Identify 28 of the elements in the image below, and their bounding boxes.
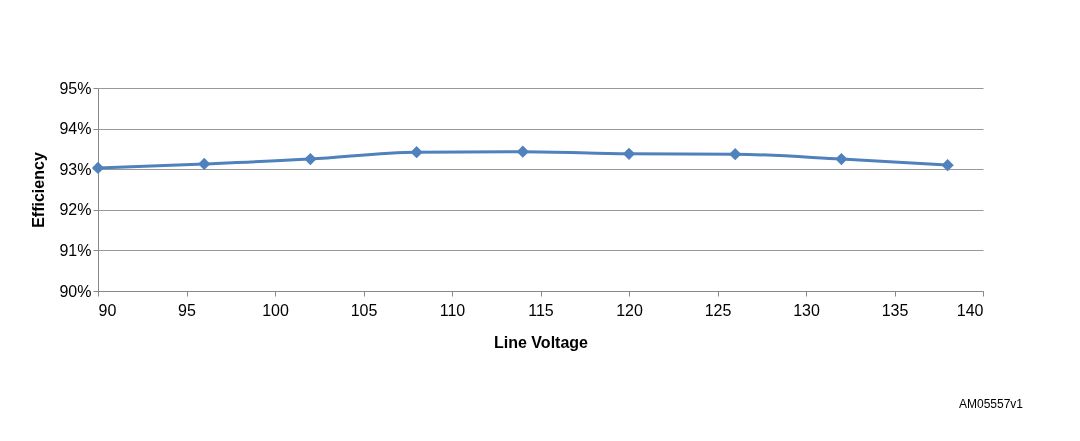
y-tick-label: 91% [59, 241, 92, 259]
x-tick-label: 95 [178, 301, 196, 319]
text: AM05557v1 [958, 397, 1024, 411]
point [91, 161, 105, 175]
x-tick-label: 135 [881, 301, 909, 319]
x-tick-label: 115 [528, 301, 554, 319]
point [941, 159, 954, 172]
y-tick-label: 94% [59, 120, 92, 138]
x-tick-label: 120 [616, 301, 643, 319]
y-tick-label: 92% [59, 201, 92, 219]
x-tick-label: 125 [704, 301, 732, 319]
point [622, 147, 636, 160]
x-tick-label: 140 [956, 301, 984, 319]
point [198, 157, 211, 171]
x-tick-label: 105 [350, 301, 378, 319]
point [516, 145, 529, 158]
y-tick-label: 95% [59, 79, 92, 97]
x-axis-title: Line Voltage [494, 333, 589, 351]
point [410, 146, 423, 159]
x-tick-label: 130 [793, 301, 820, 319]
point [304, 152, 317, 166]
x-tick-label: 110 [439, 301, 466, 319]
y-axis-title: Efficiency [30, 152, 48, 228]
point [835, 152, 848, 166]
x-tick-label: 90 [98, 301, 117, 319]
y-tick-label: 90% [59, 282, 92, 300]
x-tick-label: 100 [262, 301, 289, 319]
y-tick-label: 93% [59, 160, 92, 178]
